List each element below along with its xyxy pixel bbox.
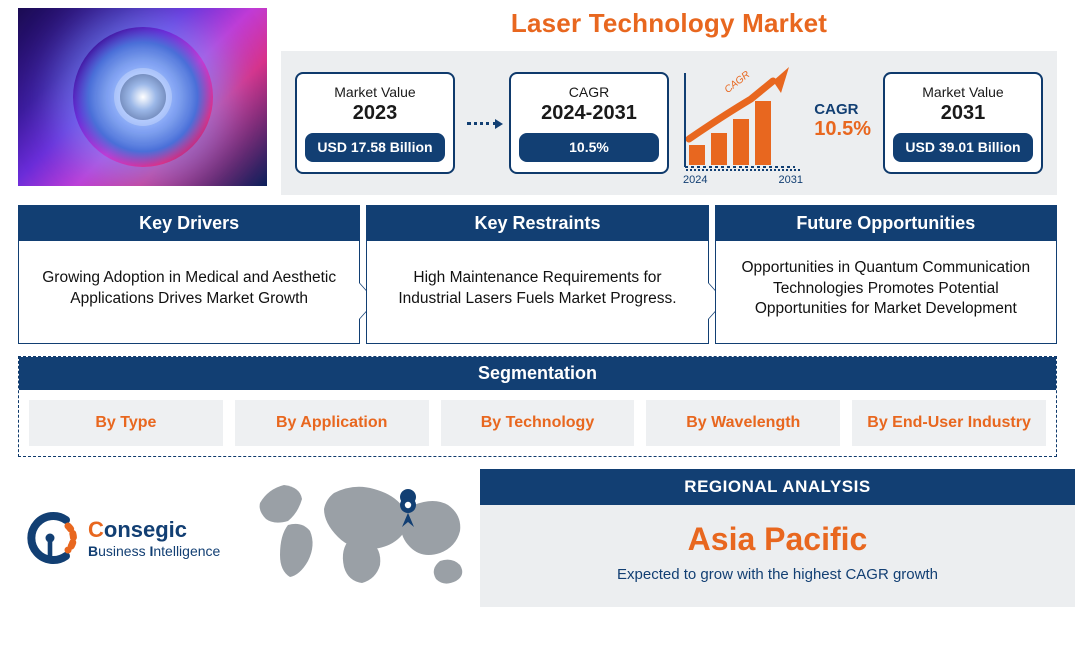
info-card-restraints: Key Restraints High Maintenance Requirem… [366, 205, 708, 344]
region-name: Asia Pacific [480, 521, 1075, 558]
page-title: Laser Technology Market [281, 8, 1057, 39]
brand-mark-icon [22, 510, 78, 566]
segmentation-title: Segmentation [19, 357, 1056, 390]
segmentation-item: By Technology [441, 400, 635, 446]
segmentation-item: By Wavelength [646, 400, 840, 446]
segmentation-panel: Segmentation By Type By Application By T… [18, 356, 1057, 457]
brand-text: Consegic Business Intelligence [88, 517, 220, 559]
metric-year: 2023 [305, 102, 445, 125]
segmentation-item: By Application [235, 400, 429, 446]
brand-word1-rest: onsegic [104, 517, 187, 542]
info-card-title: Key Drivers [19, 206, 359, 241]
info-card-body: High Maintenance Requirements for Indust… [367, 241, 707, 343]
cagr-label: CAGR [814, 101, 871, 118]
info-card-title: Key Restraints [367, 206, 707, 241]
segmentation-item: By Type [29, 400, 223, 446]
metric-label: Market Value [305, 84, 445, 100]
regional-analysis-panel: REGIONAL ANALYSIS Asia Pacific Expected … [480, 469, 1075, 607]
cagr-end-year: 2031 [779, 174, 803, 186]
metric-card-end: Market Value 2031 USD 39.01 Billion [883, 72, 1043, 174]
info-card-opportunities: Future Opportunities Opportunities in Qu… [715, 205, 1057, 344]
hero-image [18, 8, 267, 186]
cagr-start-year: 2024 [683, 174, 707, 186]
growth-arrow-icon [681, 67, 801, 177]
metric-label: CAGR [519, 84, 659, 100]
metric-year: 2031 [893, 102, 1033, 125]
metric-card-start: Market Value 2023 USD 17.58 Billion [295, 72, 455, 174]
info-card-title: Future Opportunities [716, 206, 1056, 241]
regional-heading: REGIONAL ANALYSIS [480, 469, 1075, 505]
brand-word3-rest: ntelligence [153, 543, 220, 559]
cagr-percent: 10.5% [814, 118, 871, 141]
info-card-drivers: Key Drivers Growing Adoption in Medical … [18, 205, 360, 344]
segmentation-item: By End-User Industry [852, 400, 1046, 446]
metric-label: Market Value [893, 84, 1033, 100]
brand-word2-mid: usiness [98, 543, 149, 559]
world-map-icon [250, 469, 480, 607]
brand-word2-first: B [88, 543, 98, 559]
cagr-year-axis: 2024 2031 [683, 174, 803, 186]
metric-year: 2024-2031 [519, 102, 659, 125]
info-card-body: Opportunities in Quantum Communication T… [716, 241, 1056, 343]
metric-value: USD 17.58 Billion [305, 133, 445, 162]
connector-arrow-icon [467, 122, 497, 125]
metric-card-cagr: CAGR 2024-2031 10.5% [509, 72, 669, 174]
cagr-growth-graphic: CAGR CAGR 10.5% 2024 2031 [681, 63, 871, 183]
region-subtext: Expected to grow with the highest CAGR g… [480, 566, 1075, 583]
info-card-body: Growing Adoption in Medical and Aestheti… [19, 241, 359, 343]
metric-value: 10.5% [519, 133, 659, 162]
metrics-strip: Market Value 2023 USD 17.58 Billion CAGR… [281, 51, 1057, 195]
brand-logo: Consegic Business Intelligence [0, 469, 250, 607]
metric-value: USD 39.01 Billion [893, 133, 1033, 162]
brand-word1-first: C [88, 517, 104, 542]
